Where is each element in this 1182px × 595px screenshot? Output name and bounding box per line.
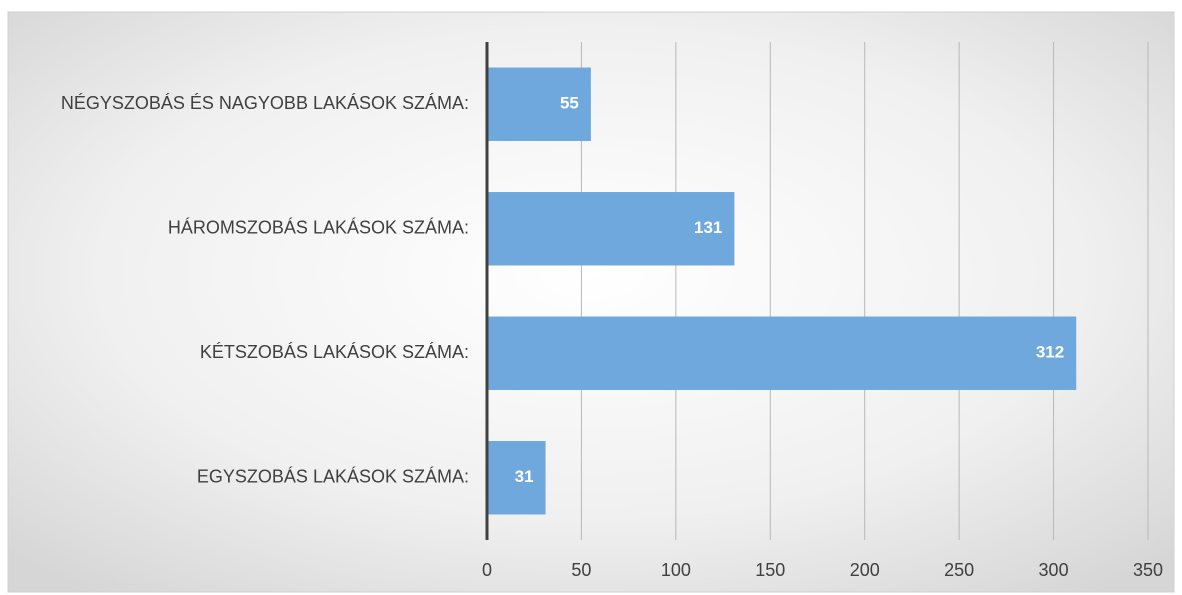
x-tick-label: 350 (1133, 560, 1163, 580)
bar (487, 316, 1077, 390)
y-tick-label: HÁROMSZOBÁS LAKÁSOK SZÁMA: (168, 218, 469, 238)
y-tick-label: EGYSZOBÁS LAKÁSOK SZÁMA: (197, 467, 469, 487)
x-tick-label: 100 (661, 560, 691, 580)
bar (487, 67, 591, 141)
x-tick-label: 150 (755, 560, 785, 580)
x-tick-label: 0 (482, 560, 492, 580)
data-label: 131 (694, 218, 722, 237)
data-label: 31 (515, 467, 534, 486)
x-tick-label: 250 (944, 560, 974, 580)
x-tick-label: 300 (1039, 560, 1069, 580)
y-tick-label: KÉTSZOBÁS LAKÁSOK SZÁMA: (200, 342, 469, 362)
chart-background (7, 11, 1175, 593)
x-tick-label: 50 (571, 560, 591, 580)
bar (487, 441, 546, 515)
data-label: 312 (1036, 343, 1064, 362)
bar (487, 192, 735, 266)
y-tick-label: NÉGYSZOBÁS ÉS NAGYOBB LAKÁSOK SZÁMA: (61, 93, 469, 113)
x-tick-label: 200 (850, 560, 880, 580)
data-label: 55 (560, 94, 579, 113)
